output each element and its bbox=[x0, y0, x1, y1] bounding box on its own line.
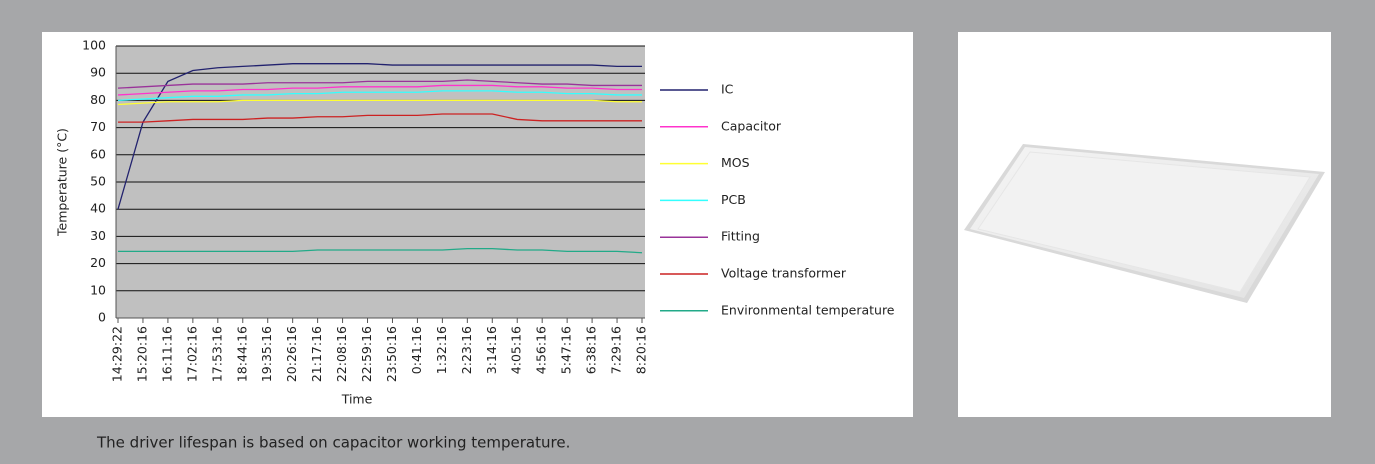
y-tick-label: 90 bbox=[90, 65, 106, 80]
legend-label: Fitting bbox=[721, 229, 760, 244]
x-tick-label: 16:11:16 bbox=[159, 326, 174, 382]
x-tick-label: 21:17:16 bbox=[309, 326, 324, 382]
x-tick-label: 17:53:16 bbox=[209, 326, 224, 382]
y-tick-label: 100 bbox=[82, 38, 106, 53]
series-line bbox=[118, 113, 642, 123]
series-line bbox=[117, 84, 642, 96]
y-tick-label: 30 bbox=[90, 228, 106, 243]
legend-label: IC bbox=[721, 82, 734, 97]
x-tick-label: 2:23:16 bbox=[459, 326, 474, 374]
x-tick-label: 6:38:16 bbox=[584, 326, 599, 374]
x-tick-label: 15:20:16 bbox=[134, 326, 149, 382]
y-axis-label: Temperature (°C) bbox=[55, 128, 70, 237]
x-tick-label: 3:14:16 bbox=[484, 326, 499, 374]
x-tick-label: 22:59:16 bbox=[359, 326, 374, 382]
y-tick-label: 60 bbox=[90, 146, 106, 161]
legend-label: MOS bbox=[721, 155, 750, 170]
y-tick-label: 40 bbox=[90, 201, 106, 216]
series-line bbox=[117, 79, 642, 89]
x-tick-label: 0:41:16 bbox=[409, 326, 424, 374]
legend-label: Capacitor bbox=[721, 118, 782, 133]
x-tick-label: 19:35:16 bbox=[259, 326, 274, 382]
y-tick-label: 10 bbox=[90, 282, 106, 297]
series-line bbox=[117, 90, 642, 102]
caption: The driver lifespan is based on capacito… bbox=[96, 434, 570, 452]
x-tick-label: 5:47:16 bbox=[559, 326, 574, 374]
y-tick-label: 50 bbox=[90, 174, 106, 189]
legend-label: PCB bbox=[721, 192, 746, 207]
x-tick-label: 18:44:16 bbox=[234, 326, 249, 382]
y-tick-label: 20 bbox=[90, 255, 106, 270]
x-axis-label: Time bbox=[341, 392, 373, 407]
x-tick-label: 7:29:16 bbox=[609, 326, 624, 374]
x-tick-label: 20:26:16 bbox=[284, 326, 299, 382]
x-tick-label: 4:05:16 bbox=[509, 326, 524, 374]
y-tick-label: 0 bbox=[98, 310, 106, 325]
legend-label: Environmental temperature bbox=[721, 302, 895, 317]
series-line bbox=[117, 63, 642, 210]
x-tick-label: 8:20:16 bbox=[634, 326, 649, 374]
x-tick-label: 23:50:16 bbox=[384, 326, 399, 382]
y-tick-label: 70 bbox=[90, 119, 106, 134]
y-tick-label: 80 bbox=[90, 92, 106, 107]
x-tick-label: 22:08:16 bbox=[334, 326, 349, 382]
x-tick-label: 14:29:22 bbox=[110, 326, 125, 382]
x-tick-label: 17:02:16 bbox=[184, 326, 199, 382]
series-line bbox=[117, 99, 642, 106]
legend-label: Voltage transformer bbox=[721, 266, 847, 281]
series-line bbox=[118, 247, 643, 254]
panel-image bbox=[964, 144, 1325, 303]
x-tick-label: 4:56:16 bbox=[534, 326, 549, 374]
x-tick-label: 1:32:16 bbox=[434, 326, 449, 374]
